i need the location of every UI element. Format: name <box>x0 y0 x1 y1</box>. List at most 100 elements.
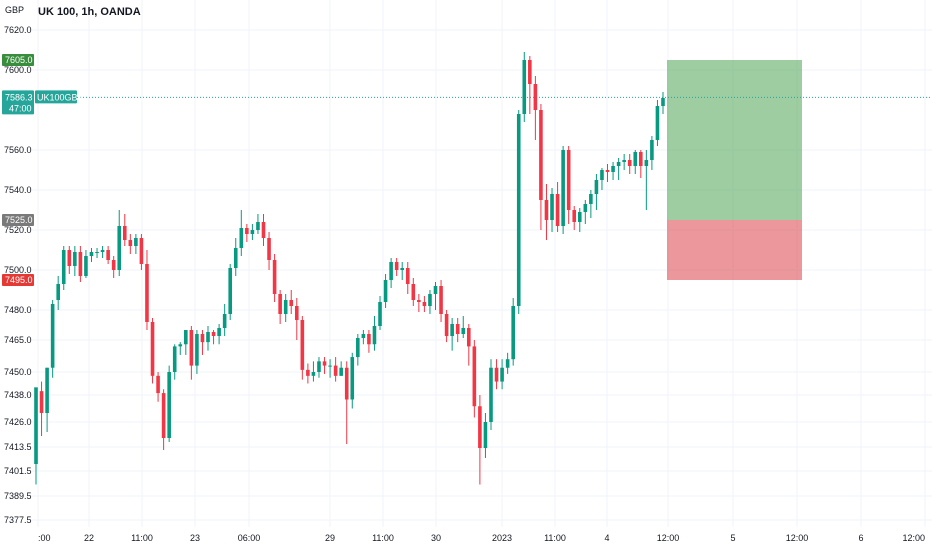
candle-body <box>539 110 543 200</box>
candle <box>106 246 110 264</box>
candle-body <box>378 302 382 326</box>
x-tick-label: 4 <box>604 533 609 543</box>
candle-body <box>661 98 665 106</box>
candle-body <box>73 252 77 266</box>
candle <box>583 200 588 224</box>
candle <box>233 238 238 276</box>
candle <box>150 318 155 384</box>
candle-body <box>200 334 205 343</box>
candle <box>616 158 621 180</box>
x-axis: :00 22 11:00 23 06:00 29 11:00 30 2023 11:00 4 12:0… <box>38 533 925 543</box>
candle-body <box>600 170 604 180</box>
candle <box>483 413 488 458</box>
candle <box>67 246 72 274</box>
candle-body <box>650 140 654 160</box>
target-price-label-bg <box>2 54 34 66</box>
candle-body <box>333 365 338 376</box>
candle-body <box>78 252 83 276</box>
candle-body <box>106 250 110 260</box>
candle-body <box>261 222 266 238</box>
entry-price-label-bg <box>2 214 34 226</box>
candle <box>478 395 482 485</box>
candle-body <box>422 302 427 306</box>
candle <box>422 296 427 312</box>
candle-body <box>84 256 88 276</box>
candle-body <box>161 393 166 438</box>
y-tick-label: 7413.5 <box>4 442 32 452</box>
candle-body <box>461 328 466 334</box>
candle-body <box>372 326 377 345</box>
y-tick-label: 7377.5 <box>4 515 32 525</box>
chart-title: UK 100, 1h, OANDA <box>38 6 141 18</box>
candle-body <box>472 346 477 407</box>
candle <box>661 92 665 114</box>
candle <box>139 234 144 270</box>
stop-zone[interactable] <box>667 220 802 280</box>
candle-body <box>611 166 615 172</box>
candle-body <box>483 422 488 448</box>
candle <box>394 258 399 276</box>
candle-body <box>344 367 349 400</box>
candle-body <box>250 230 255 234</box>
candle-body <box>350 357 355 400</box>
candle-body <box>622 160 626 162</box>
candle-body <box>478 406 482 448</box>
candle <box>161 389 166 450</box>
candle-body <box>439 286 443 314</box>
candle <box>472 340 477 418</box>
candle <box>78 246 83 282</box>
candle <box>200 330 205 355</box>
x-tick-label: 06:00 <box>238 533 261 543</box>
candle-body <box>383 280 388 302</box>
candle-body <box>627 160 632 166</box>
y-tick-label: 7465.0 <box>4 335 32 345</box>
candle <box>206 326 210 351</box>
candle-body <box>184 330 188 345</box>
currency-label: GBP <box>5 5 25 15</box>
candle <box>577 208 582 232</box>
candle-body <box>455 324 460 334</box>
candle <box>439 280 443 322</box>
candle <box>405 262 410 294</box>
candle <box>294 298 299 340</box>
candle <box>555 182 560 232</box>
candle-body <box>561 150 565 226</box>
candle <box>383 274 388 308</box>
candle-body <box>494 367 499 382</box>
candle <box>261 214 266 246</box>
candle-body <box>117 226 122 270</box>
candle <box>61 246 66 290</box>
candle <box>411 278 416 306</box>
candle-body <box>433 286 438 294</box>
candle <box>572 206 577 230</box>
candle-body <box>50 304 55 368</box>
candle-body <box>511 306 515 360</box>
y-tick-label: 7500.0 <box>4 265 32 275</box>
candle <box>250 224 255 240</box>
candle <box>339 361 343 376</box>
candle <box>566 146 571 224</box>
candle <box>511 298 515 366</box>
candle-body <box>633 152 638 166</box>
candle <box>500 359 504 390</box>
candle-body <box>145 264 149 322</box>
candle <box>111 256 116 278</box>
candle-body <box>405 268 410 284</box>
candle <box>100 246 105 258</box>
target-zone[interactable] <box>667 60 802 220</box>
candle <box>239 210 244 256</box>
candle <box>516 110 521 314</box>
candle-body <box>122 226 127 240</box>
candle <box>45 367 49 432</box>
candle <box>283 294 288 322</box>
candle <box>117 210 122 276</box>
y-tick-label: 7560.0 <box>4 145 32 155</box>
y-tick-label: 7389.5 <box>4 491 32 501</box>
candle-body <box>89 252 94 256</box>
candle <box>184 330 188 355</box>
candle-body <box>605 170 610 172</box>
candle <box>178 342 183 355</box>
y-tick-label: 7450.0 <box>4 367 32 377</box>
candle-body <box>356 338 360 358</box>
